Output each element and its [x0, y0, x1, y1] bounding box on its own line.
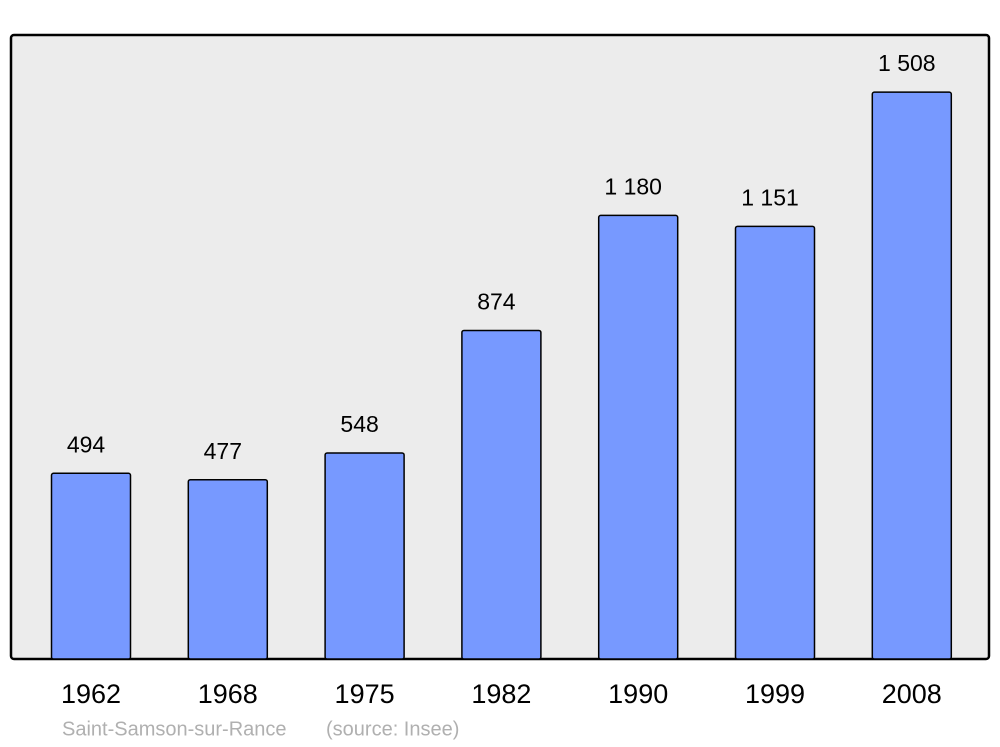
x-tick-label: 2008	[882, 679, 942, 709]
value-label: 494	[67, 431, 106, 457]
bar	[597, 214, 679, 660]
value-label: 548	[340, 411, 378, 437]
bar	[461, 329, 542, 660]
value-label: 1 151	[741, 184, 799, 210]
bar	[871, 91, 953, 660]
caption: Saint-Samson-sur-Rance	[62, 718, 287, 740]
x-tick-label: 1975	[335, 679, 395, 709]
x-tick-label: 1968	[198, 679, 258, 709]
bar	[187, 478, 269, 660]
x-tick-label: 1962	[61, 679, 121, 709]
value-label: 477	[204, 438, 242, 464]
value-label: 874	[477, 289, 516, 315]
bar	[50, 472, 132, 660]
bar	[734, 225, 816, 660]
x-tick-label: 1982	[471, 679, 531, 709]
bar	[324, 452, 405, 660]
value-label: 1 180	[604, 174, 662, 200]
x-tick-label: 1990	[608, 679, 668, 709]
value-label: 1 508	[878, 50, 936, 76]
x-tick-label: 1999	[745, 679, 805, 709]
source: (source: Insee)	[326, 718, 459, 740]
